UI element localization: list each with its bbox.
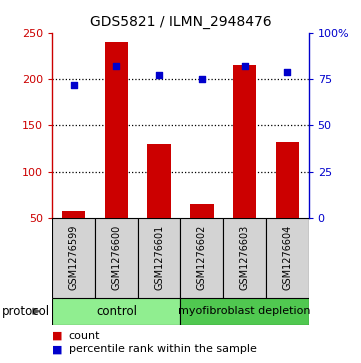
Text: ■: ■ (52, 344, 63, 354)
Bar (147, 144, 171, 264)
Text: GSM1276602: GSM1276602 (197, 225, 207, 290)
Point (156, 72, 162, 78)
Bar (275, 142, 299, 264)
Text: GSM1276604: GSM1276604 (282, 225, 292, 290)
Bar (52, 298, 180, 325)
Text: percentile rank within the sample: percentile rank within the sample (69, 344, 256, 354)
Text: myofibroblast depletion: myofibroblast depletion (178, 306, 311, 316)
Bar (95, 218, 138, 298)
Text: ■: ■ (52, 331, 63, 341)
Bar (233, 65, 256, 264)
Point (242, 63, 247, 69)
Text: GSM1276603: GSM1276603 (240, 225, 249, 290)
Bar (266, 218, 309, 298)
Text: count: count (69, 331, 100, 341)
Bar (180, 298, 309, 325)
Point (113, 63, 119, 69)
Title: GDS5821 / ILMN_2948476: GDS5821 / ILMN_2948476 (90, 15, 271, 29)
Bar (138, 218, 180, 298)
Text: GSM1276599: GSM1276599 (69, 225, 79, 290)
Bar (62, 211, 86, 264)
Text: GSM1276600: GSM1276600 (112, 225, 121, 290)
Bar (223, 218, 266, 298)
Bar (52, 218, 95, 298)
Point (284, 69, 290, 74)
Text: protocol: protocol (2, 305, 50, 318)
Bar (180, 218, 223, 298)
Bar (105, 42, 128, 264)
Bar (190, 204, 214, 264)
Text: GSM1276601: GSM1276601 (154, 225, 164, 290)
Point (199, 76, 205, 82)
Text: control: control (96, 305, 137, 318)
Point (71, 82, 77, 87)
